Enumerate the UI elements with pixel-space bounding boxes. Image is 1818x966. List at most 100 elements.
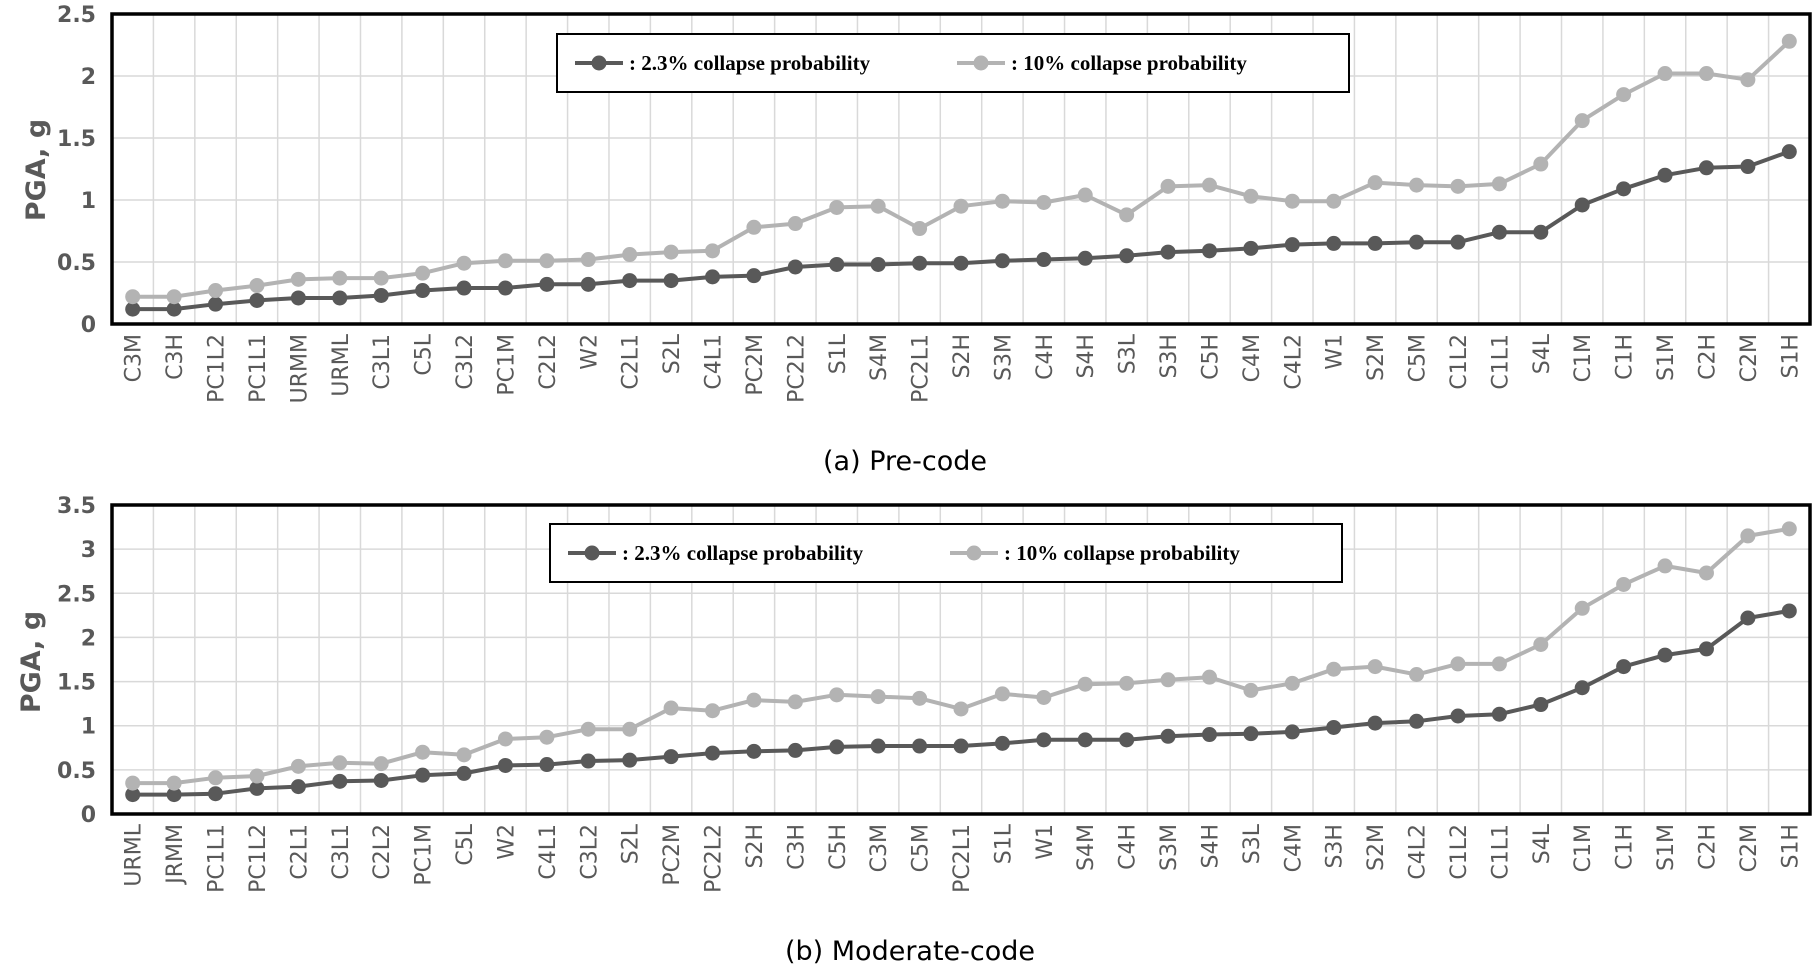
series-1-point <box>1201 727 1217 743</box>
series-2-point <box>870 689 886 705</box>
series-2-point <box>953 198 969 214</box>
x-tick-label: C2L2 <box>370 824 395 880</box>
x-tick-label: C5H <box>826 824 851 870</box>
x-tick-label: PC2L1 <box>909 334 934 403</box>
series-2-point <box>539 729 555 745</box>
series-1-point <box>953 738 969 754</box>
series-1-point <box>1243 726 1259 742</box>
series-2-point <box>1740 72 1756 88</box>
legend-label-2: : 10% collapse probability <box>1011 51 1247 75</box>
x-tick-label: S1M <box>1654 334 1679 381</box>
x-tick-label: S4H <box>1074 334 1099 379</box>
series-1-point <box>1119 248 1135 264</box>
x-tick-label: C3L1 <box>370 334 395 390</box>
series-2-point <box>1036 194 1052 210</box>
series-2-point <box>1326 193 1342 209</box>
x-tick-label: C5L <box>412 333 437 375</box>
x-tick-label: C4L2 <box>1406 824 1431 880</box>
series-2-point <box>1119 675 1135 691</box>
series-1-point <box>1574 680 1590 696</box>
x-tick-label: S1M <box>1654 824 1679 871</box>
x-tick-label: S4M <box>1074 824 1099 871</box>
series-2-point <box>829 199 845 215</box>
y-tick-label: 3 <box>81 538 96 563</box>
series-2-point <box>456 255 472 271</box>
series-1-point <box>829 256 845 272</box>
x-tick-label: S3L <box>1240 823 1265 864</box>
series-1-point <box>1367 235 1383 251</box>
series-2-point <box>373 756 389 772</box>
series-2-point <box>994 686 1010 702</box>
x-tick-label: S3M <box>991 334 1016 381</box>
x-tick-label: C2L2 <box>536 334 561 390</box>
x-tick-label: C2M <box>1737 334 1762 382</box>
series-2-point <box>1077 676 1093 692</box>
legend-box <box>549 523 1343 583</box>
x-tick-label: URML <box>122 823 147 886</box>
series-1-point <box>663 273 679 289</box>
series-1-point <box>249 292 265 308</box>
y-tick-label: 2 <box>81 626 96 651</box>
series-1-point <box>1698 641 1714 657</box>
series-2-point <box>622 721 638 737</box>
series-1-point <box>663 749 679 765</box>
series-1-point <box>1409 234 1425 250</box>
series-1-point <box>1326 235 1342 251</box>
series-2-point <box>1367 659 1383 675</box>
plot-frame <box>110 503 1812 816</box>
series-1-point <box>1657 167 1673 183</box>
caption-a: (a) Pre-code <box>823 446 987 477</box>
series-1-point <box>373 287 389 303</box>
series-1-point <box>705 745 721 761</box>
legend-label-2: : 10% collapse probability <box>1004 541 1240 565</box>
x-tick-label: C3L2 <box>577 824 602 880</box>
series-1-point <box>166 787 182 803</box>
series-2-point <box>1243 188 1259 204</box>
series-1-point <box>415 283 431 299</box>
y-tick-label: 0.5 <box>57 251 96 276</box>
x-tick-label: S4L <box>1530 333 1555 374</box>
series-1-point <box>953 255 969 271</box>
x-tick-label: PC2L2 <box>702 824 727 893</box>
x-tick-label: C3L2 <box>453 334 478 390</box>
series-2-point <box>953 701 969 717</box>
series-1-point <box>456 280 472 296</box>
x-tick-label: S3H <box>1323 824 1348 869</box>
series-2-point <box>870 198 886 214</box>
series-2-point <box>332 270 348 286</box>
legend-marker-2 <box>966 545 982 561</box>
series-1-point <box>290 779 306 795</box>
legend-marker-1 <box>591 55 607 71</box>
y-tick-label: 1 <box>81 715 96 740</box>
series-1-point <box>912 255 928 271</box>
series-2-point <box>1740 528 1756 544</box>
x-tick-label: C5M <box>1406 334 1431 382</box>
series-1-point <box>580 276 596 292</box>
series-2-point <box>705 703 721 719</box>
series-2-point <box>166 289 182 305</box>
series-1-point <box>497 280 513 296</box>
x-tick-label: S2L <box>660 333 685 374</box>
series-1-point <box>1077 732 1093 748</box>
legend-label-1: : 2.3% collapse probability <box>622 541 864 565</box>
series-2-point <box>1284 193 1300 209</box>
series-1-point <box>1119 732 1135 748</box>
x-tick-label: C1H <box>1613 824 1638 870</box>
series-2-point <box>415 744 431 760</box>
x-tick-label: C2L1 <box>619 334 644 390</box>
x-tick-label: C1L2 <box>1447 334 1472 390</box>
series-2-point <box>208 283 224 299</box>
y-tick-label: 2 <box>81 65 96 90</box>
series-2-point <box>456 747 472 763</box>
series-1-point <box>622 752 638 768</box>
series-1-point <box>1574 197 1590 213</box>
series-1-point <box>1533 697 1549 713</box>
series-2-point <box>663 700 679 716</box>
series-2-point <box>1077 187 1093 203</box>
series-1-point <box>373 772 389 788</box>
x-tick-label: S2H <box>743 824 768 869</box>
series-1-point <box>249 780 265 796</box>
series-1-point <box>125 301 141 317</box>
series-2-point <box>787 694 803 710</box>
x-tick-label: PC2L1 <box>950 824 975 893</box>
